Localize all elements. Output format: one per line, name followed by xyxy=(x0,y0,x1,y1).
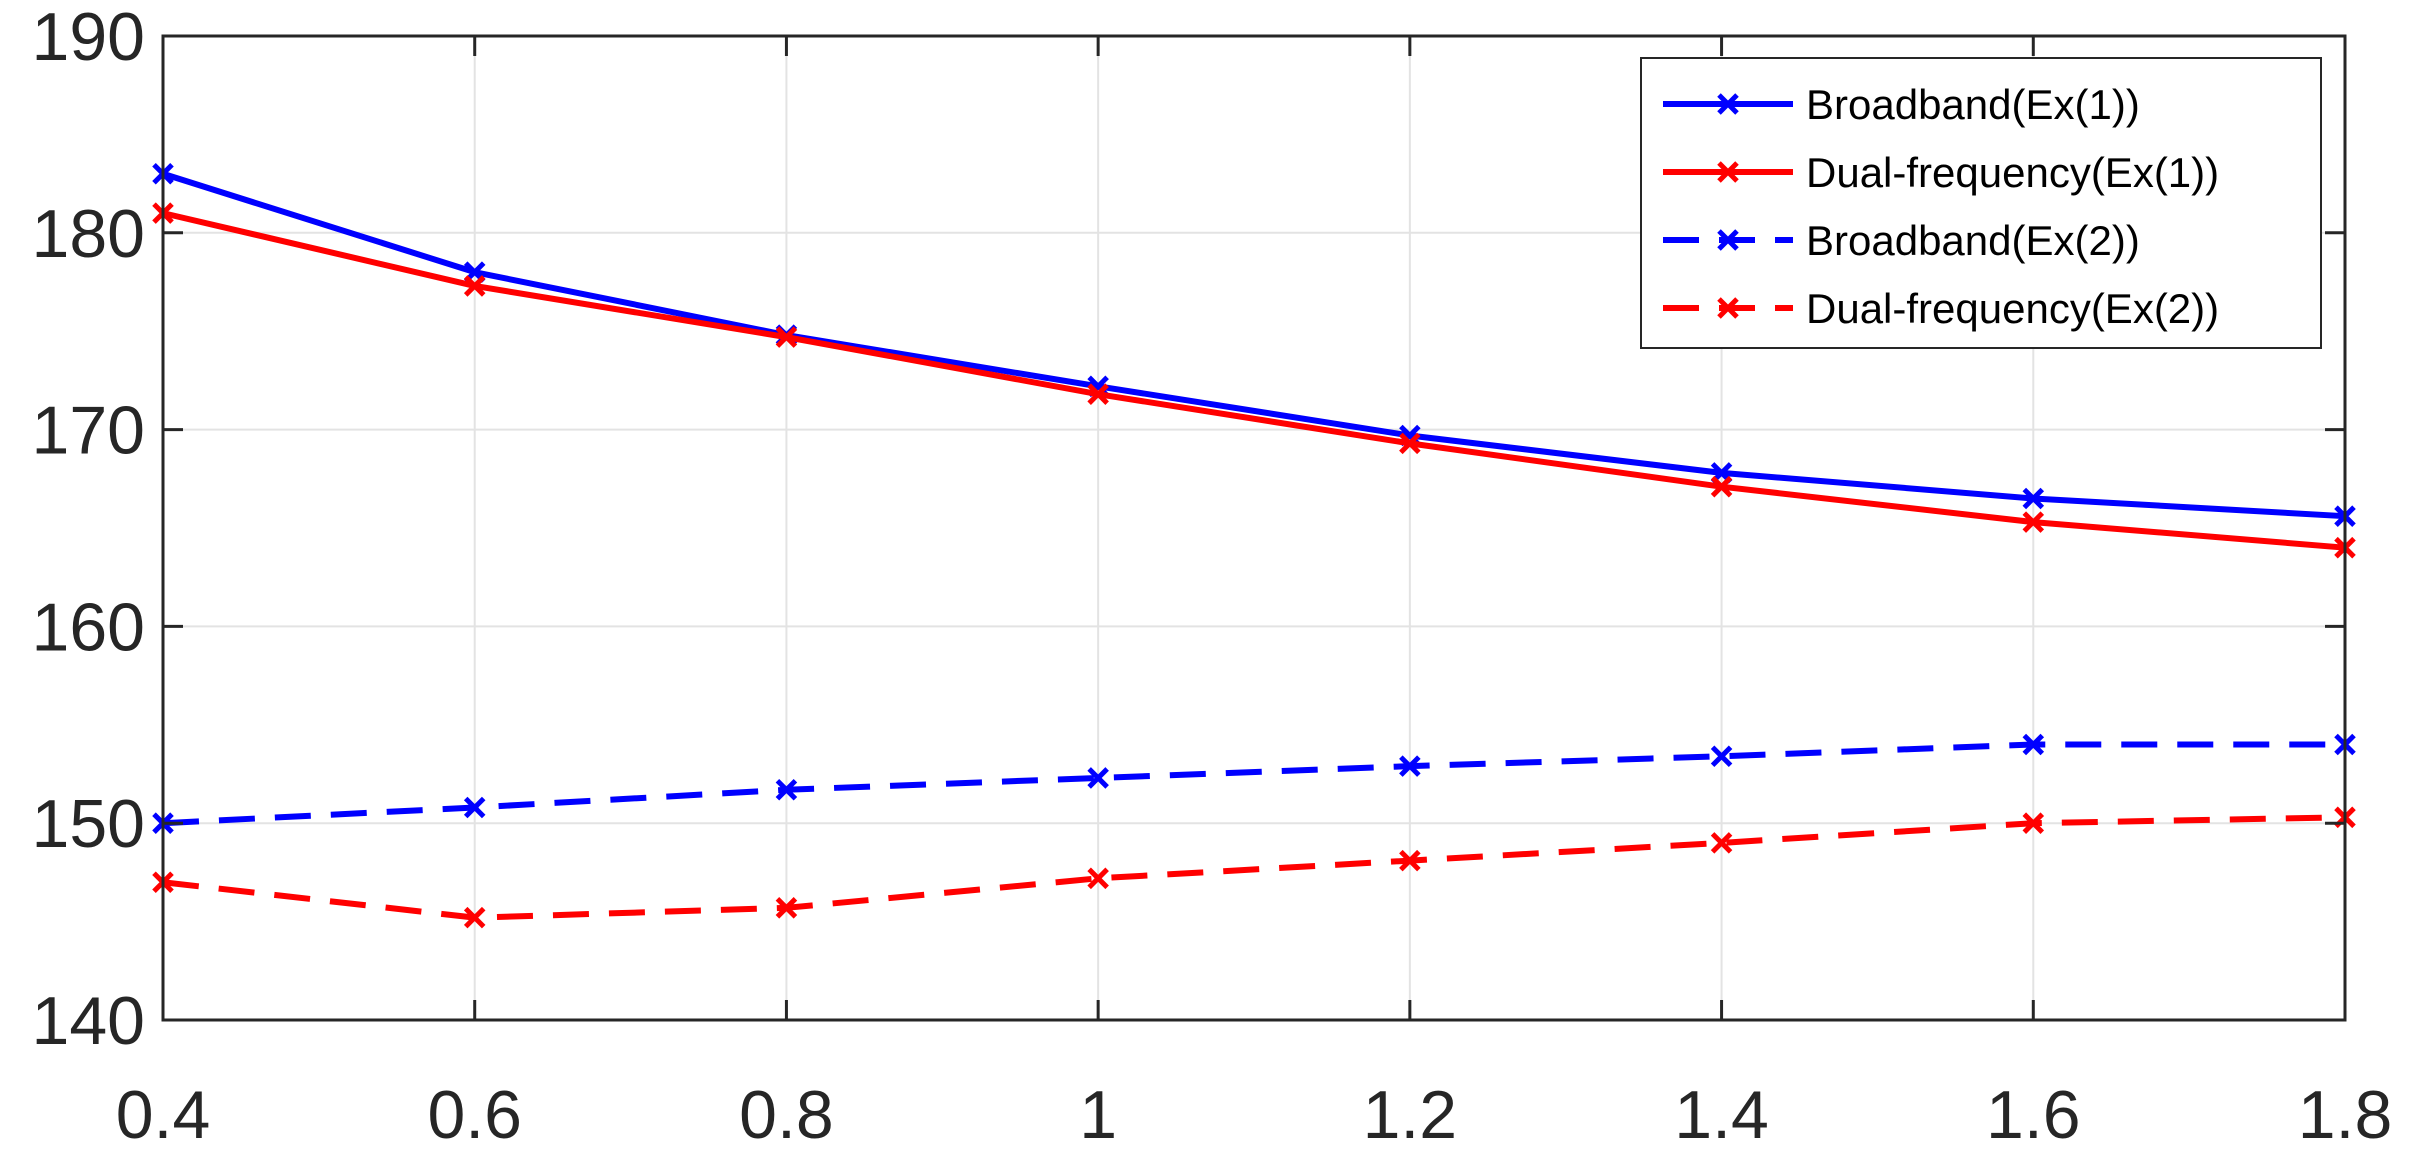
legend-label: Broadband(Ex(2)) xyxy=(1806,217,2140,264)
axis-ticks: 0.4 0.6 0.8 1 1.2 1.4 1.6 1.8 140 150 160 170 180 190 xyxy=(32,0,2393,1150)
data-point xyxy=(775,326,798,348)
series-broadband-ex-2 xyxy=(152,733,2356,834)
legend-label: Broadband(Ex(1)) xyxy=(1806,81,2140,128)
y-tick-label: 160 xyxy=(32,589,145,665)
data-point xyxy=(775,778,798,801)
data-point xyxy=(1399,755,1421,777)
series-group xyxy=(152,162,2356,929)
series-line-broadband-ex-1 xyxy=(162,170,2346,520)
data-point xyxy=(463,275,486,297)
y-tick-label: 150 xyxy=(32,786,145,862)
data-point xyxy=(1710,475,1733,498)
x-tick-label: 1.2 xyxy=(1363,1077,1458,1150)
x-tick-label: 1 xyxy=(1079,1077,1117,1150)
data-point xyxy=(2022,511,2045,533)
series-line-dual-frequency-ex-2 xyxy=(162,814,2346,921)
x-tick-label: 0.8 xyxy=(739,1077,834,1150)
y-tick-label: 190 xyxy=(32,0,145,75)
x-tick-label: 0.4 xyxy=(116,1077,211,1150)
legend-item: Dual-frequency(Ex(2)) xyxy=(1663,285,2219,332)
data-point xyxy=(1087,767,1109,789)
legend-marker xyxy=(1717,161,1739,183)
data-point xyxy=(1087,383,1109,405)
plot-frame xyxy=(161,34,2347,1022)
data-point xyxy=(1399,432,1421,455)
legend-marker xyxy=(1717,229,1739,251)
legend: Broadband(Ex(1)) Dual-frequency(Ex(1)) Bro… xyxy=(1640,57,2322,349)
x-tick-label: 1.6 xyxy=(1986,1077,2081,1150)
data-point xyxy=(463,906,486,929)
x-tick-label: 1.8 xyxy=(2298,1077,2393,1150)
data-point xyxy=(2022,733,2045,756)
data-point xyxy=(1399,849,1421,872)
legend-item: Broadband(Ex(2)) xyxy=(1663,217,2140,264)
legend-label: Dual-frequency(Ex(1)) xyxy=(1806,149,2219,196)
data-point xyxy=(775,897,798,919)
data-point xyxy=(1710,745,1733,768)
data-point xyxy=(2022,812,2045,834)
legend-label: Dual-frequency(Ex(2)) xyxy=(1806,285,2219,332)
data-point xyxy=(1087,867,1109,890)
y-tick-label: 140 xyxy=(32,983,145,1059)
y-tick-label: 180 xyxy=(32,196,145,272)
series-line-dual-frequency-ex-1 xyxy=(162,210,2346,551)
series-line-broadband-ex-2 xyxy=(162,741,2345,827)
x-tick-label: 1.4 xyxy=(1674,1077,1769,1150)
data-point xyxy=(2022,487,2045,510)
legend-marker xyxy=(1717,93,1739,115)
data-point xyxy=(463,796,486,819)
y-tick-label: 170 xyxy=(32,393,145,469)
legend-item: Dual-frequency(Ex(1)) xyxy=(1663,149,2219,196)
legend-item: Broadband(Ex(1)) xyxy=(1663,81,2140,128)
legend-marker xyxy=(1717,297,1739,319)
data-point xyxy=(1710,832,1733,854)
x-tick-label: 0.6 xyxy=(427,1077,522,1150)
